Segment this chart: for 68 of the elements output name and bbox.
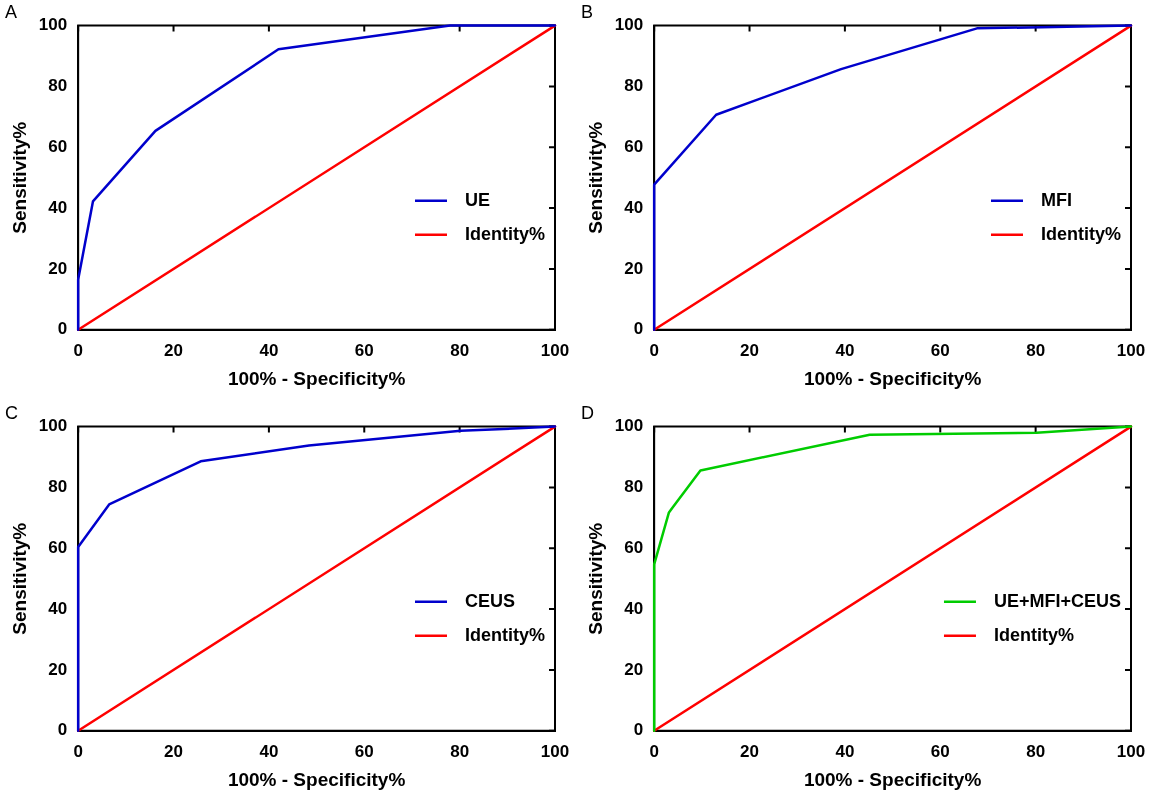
x-tick-label: 20 [164, 340, 183, 360]
y-tick-label: 80 [48, 477, 68, 497]
x-tick-label: 40 [835, 340, 855, 360]
y-tick-label: 60 [48, 136, 68, 156]
y-tick-label: 80 [624, 477, 644, 497]
y-tick-label: 20 [624, 659, 644, 679]
x-tick-label: 80 [1026, 340, 1046, 360]
x-tick-label: 40 [835, 741, 855, 761]
y-tick-label: 0 [633, 720, 644, 740]
x-axis-title: 100% - Specificity% [227, 367, 406, 389]
legend-label: Identity% [464, 624, 546, 645]
y-tick-label: 40 [624, 197, 644, 217]
y-tick-label: 60 [624, 136, 644, 156]
legend-label: Identity% [1040, 223, 1122, 244]
y-tick-label: 20 [624, 258, 644, 278]
x-tick-label: 100 [1116, 741, 1146, 761]
legend-label: MFI [1040, 189, 1072, 210]
x-tick-label: 0 [73, 741, 83, 761]
x-tick-label: 40 [259, 741, 279, 761]
chart-title: D [581, 402, 594, 423]
y-tick-label: 40 [48, 197, 68, 217]
y-tick-label: 80 [48, 76, 68, 96]
y-tick-label: 100 [38, 416, 68, 436]
y-tick-label: 20 [48, 258, 68, 278]
x-tick-label: 80 [1026, 741, 1046, 761]
y-tick-label: 0 [633, 319, 644, 339]
x-tick-label: 100 [1116, 340, 1146, 360]
legend-label: Identity% [993, 624, 1074, 645]
chart-title: A [5, 1, 18, 22]
y-tick-label: 80 [624, 76, 644, 96]
y-axis-title: Sensitivity% [8, 121, 30, 234]
y-axis-title: Sensitivity% [8, 522, 30, 635]
y-tick-label: 60 [624, 537, 644, 557]
y-tick-label: 100 [614, 15, 644, 35]
chart-title: B [581, 1, 594, 22]
y-tick-label: 100 [614, 416, 644, 436]
x-tick-label: 80 [450, 741, 470, 761]
x-tick-label: 0 [649, 741, 659, 761]
y-tick-label: 0 [57, 319, 68, 339]
legend-label: Identity% [464, 223, 546, 244]
x-tick-label: 60 [354, 340, 374, 360]
chart-title: C [5, 402, 18, 423]
x-tick-label: 60 [930, 340, 950, 360]
x-tick-label: 100 [540, 340, 570, 360]
y-tick-label: 0 [57, 720, 68, 740]
x-tick-label: 60 [930, 741, 950, 761]
y-tick-label: 60 [48, 537, 68, 557]
legend-label: CEUS [464, 590, 516, 611]
y-axis-title: Sensitivity% [584, 522, 606, 635]
x-tick-label: 20 [740, 340, 759, 360]
x-tick-label: 20 [740, 741, 759, 761]
x-tick-label: 0 [73, 340, 83, 360]
x-axis-title: 100% - Specificity% [803, 768, 982, 790]
legend-label: UE+MFI+CEUS [993, 590, 1121, 611]
y-tick-label: 20 [48, 659, 68, 679]
x-tick-label: 60 [354, 741, 374, 761]
y-tick-label: 100 [38, 15, 68, 35]
y-tick-label: 40 [624, 598, 644, 618]
x-axis-title: 100% - Specificity% [803, 367, 982, 389]
x-tick-label: 80 [450, 340, 470, 360]
x-tick-label: 0 [649, 340, 659, 360]
x-tick-label: 100 [540, 741, 570, 761]
legend-label: UE [464, 189, 491, 210]
x-tick-label: 40 [259, 340, 279, 360]
y-tick-label: 40 [48, 598, 68, 618]
x-tick-label: 20 [164, 741, 183, 761]
y-axis-title: Sensitivity% [584, 121, 606, 234]
x-axis-title: 100% - Specificity% [227, 768, 406, 790]
